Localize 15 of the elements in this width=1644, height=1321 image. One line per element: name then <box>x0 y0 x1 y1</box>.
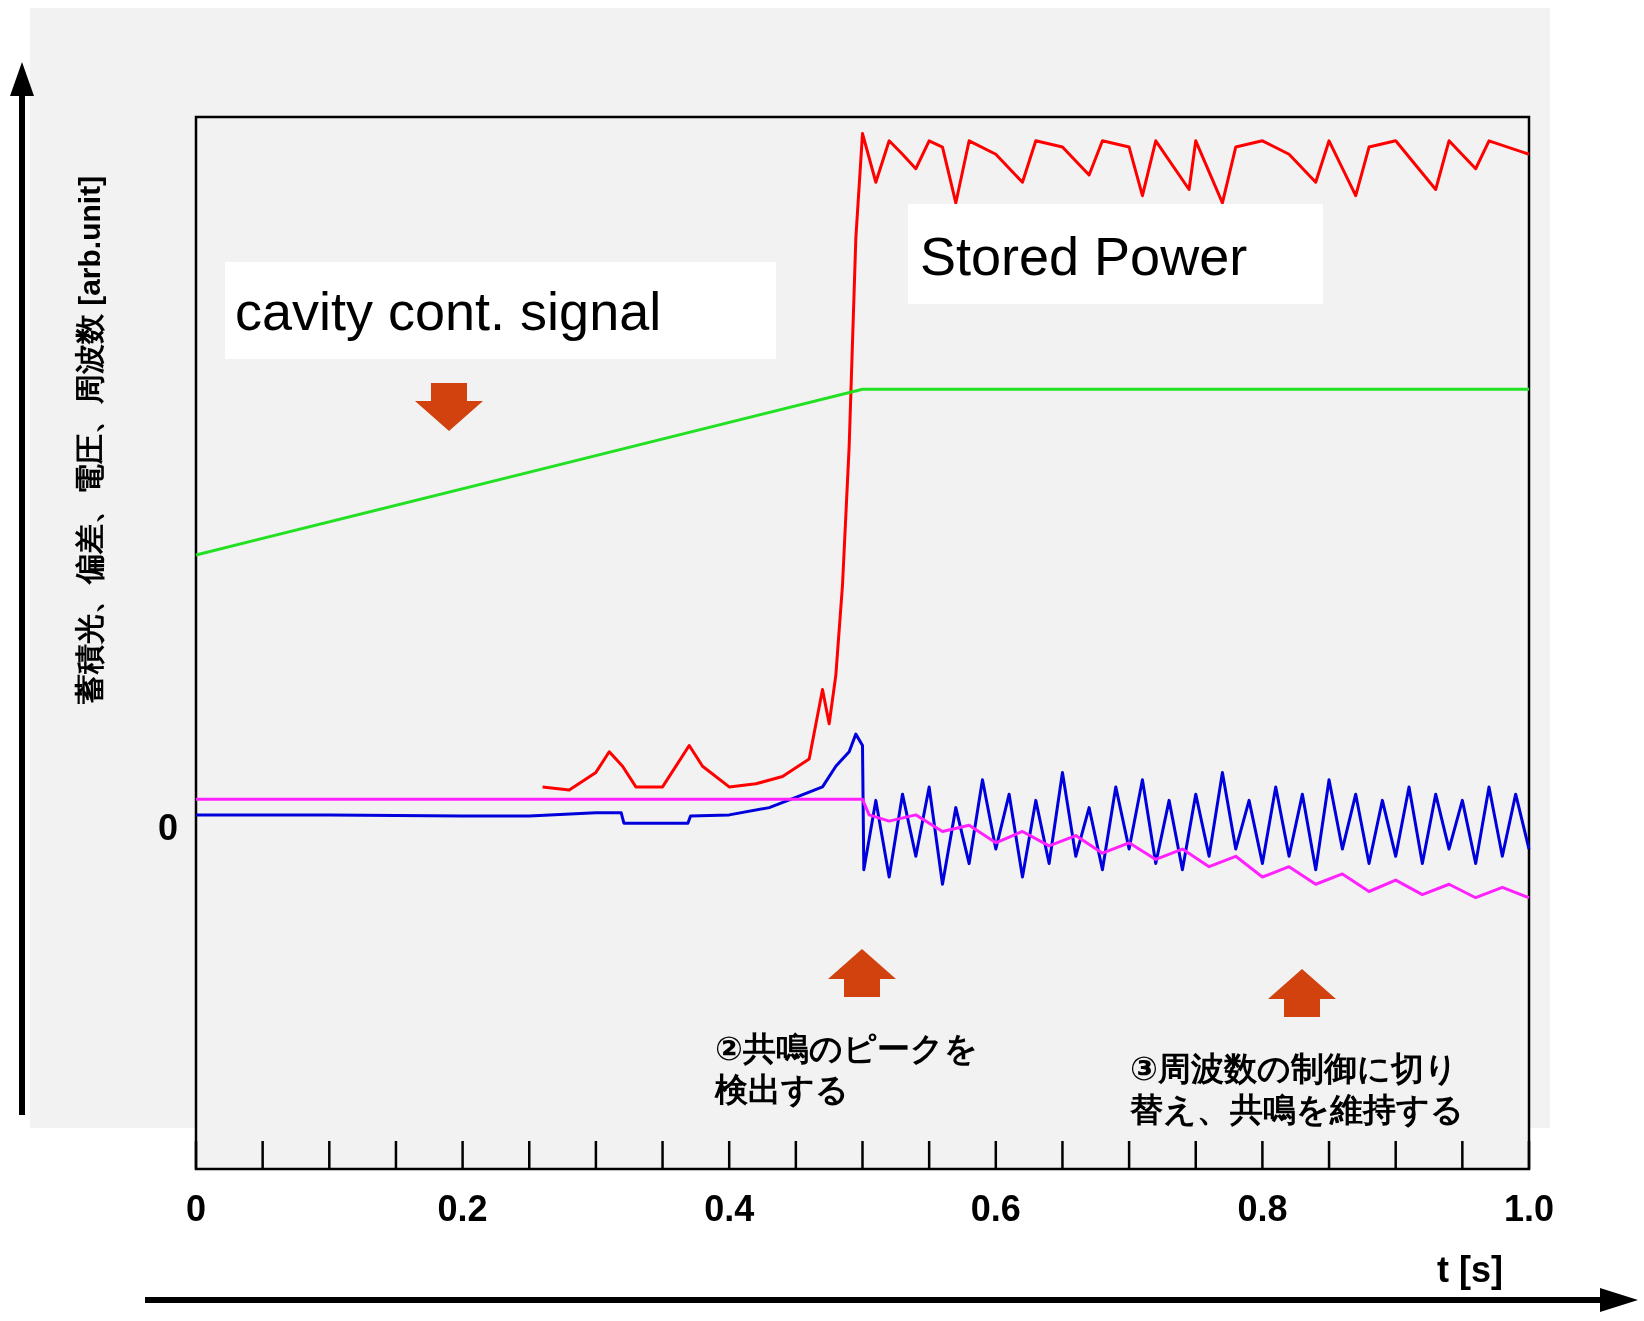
annotation: Stored Power <box>908 204 1323 304</box>
x-tick-label: 0.8 <box>1237 1188 1288 1229</box>
x-tick-label: 0.4 <box>704 1188 755 1229</box>
x-tick-label: 0.6 <box>970 1188 1021 1229</box>
annotation: 0 <box>157 807 178 848</box>
x-tick-label: 0.2 <box>437 1188 488 1229</box>
annotation: cavity cont. signal <box>235 281 662 341</box>
y-axis-title: 蓄積光、偏差、電圧、周波数 [arb.unit] <box>73 175 106 706</box>
x-tick-label: 0 <box>185 1188 207 1229</box>
annotation: Stored Power <box>920 226 1248 286</box>
x-tick-label: 1.0 <box>1503 1188 1555 1229</box>
annotation: cavity cont. signal <box>225 262 776 359</box>
x-axis-title: t [s] <box>1437 1249 1503 1290</box>
annotation: ③周波数の制御に切り替え、共鳴を維持する <box>1130 1049 1464 1130</box>
annotation: ②共鳴のピークを検出する <box>715 1029 978 1110</box>
